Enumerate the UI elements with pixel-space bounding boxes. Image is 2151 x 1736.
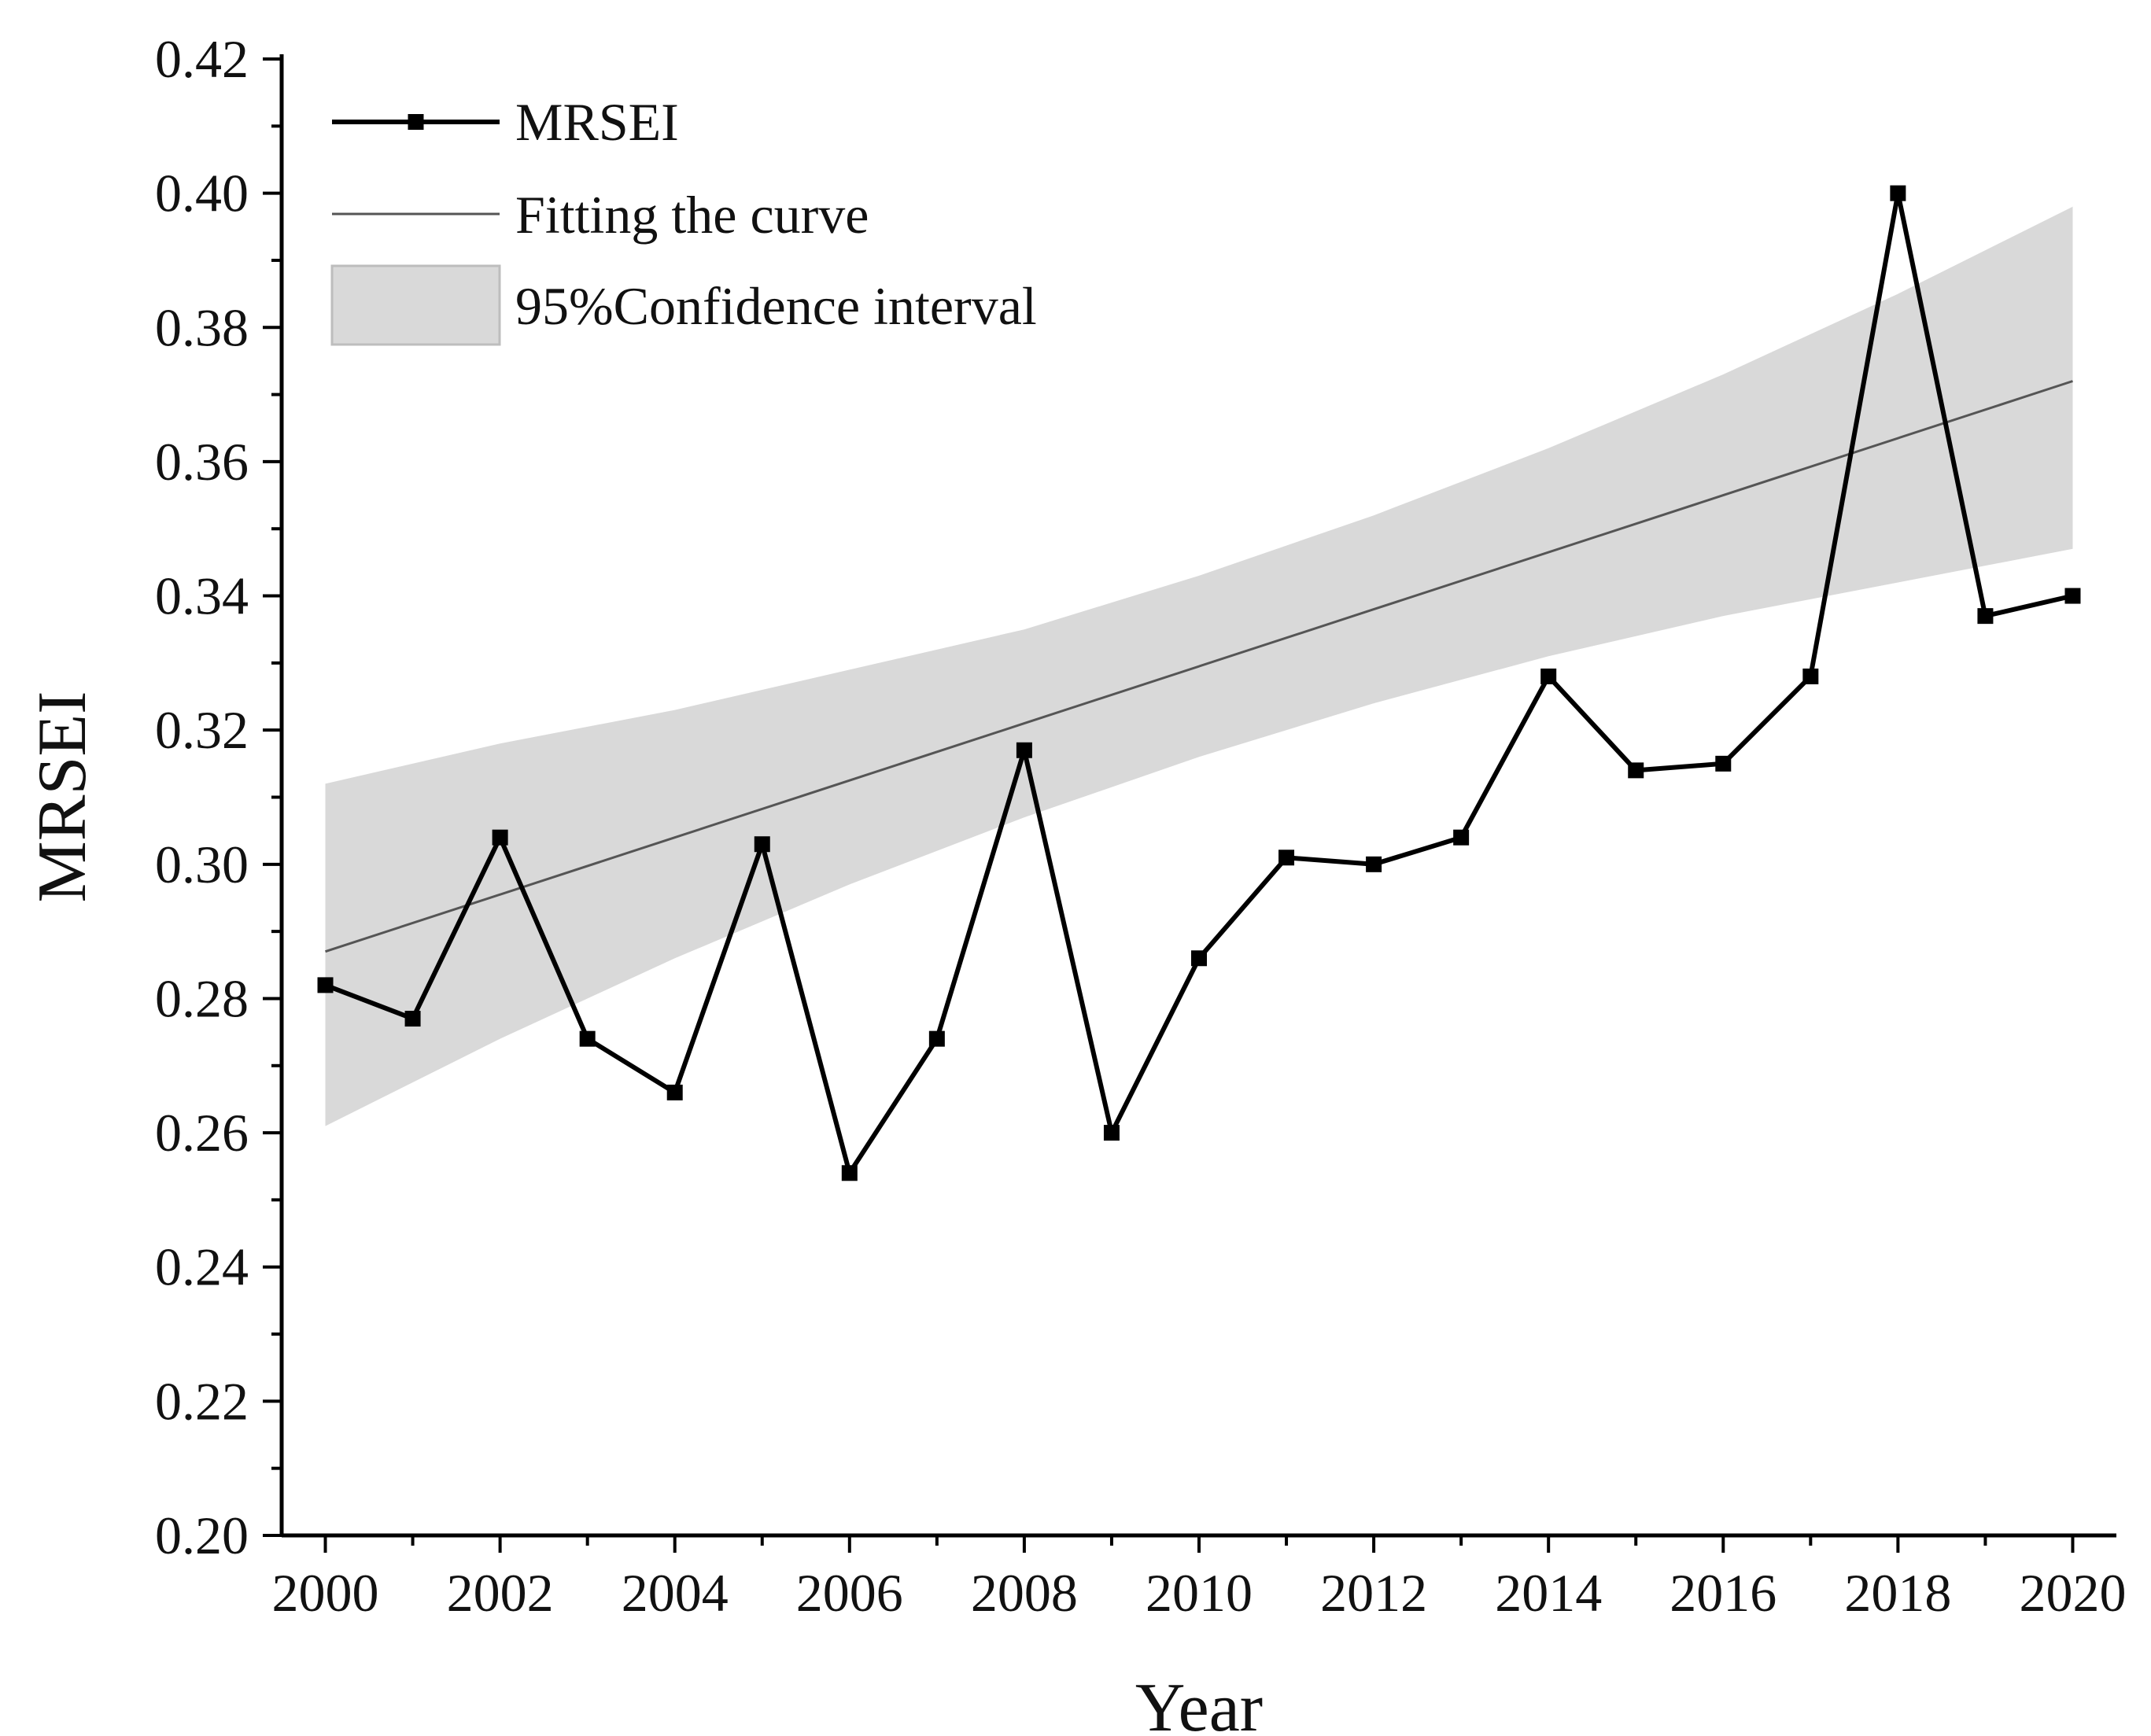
legend-label-band: 95%Confidence interval <box>515 276 1037 336</box>
mrsei-data-point <box>1540 668 1557 684</box>
y-tick-label: 0.40 <box>155 164 249 223</box>
y-tick-label: 0.22 <box>155 1371 249 1431</box>
x-axis-title: Year <box>1135 1670 1263 1736</box>
mrsei-data-point <box>1802 668 1819 684</box>
y-tick-label: 0.26 <box>155 1103 249 1163</box>
y-axis-title: MRSEI <box>24 691 101 903</box>
y-tick-label: 0.20 <box>155 1506 249 1565</box>
x-tick-label: 2018 <box>1844 1563 1951 1623</box>
legend-label-fit: Fitting the curve <box>515 185 869 245</box>
y-tick-label: 0.34 <box>155 566 249 626</box>
x-tick-label: 2002 <box>447 1563 554 1623</box>
mrsei-data-point <box>1453 829 1470 846</box>
y-tick-label: 0.24 <box>155 1237 249 1297</box>
mrsei-data-point <box>754 836 770 853</box>
mrsei-data-point <box>928 1030 945 1047</box>
fit-line-layer <box>325 380 2073 953</box>
mrsei-data-point <box>492 829 508 846</box>
legend-label-mrsei: MRSEI <box>515 92 679 152</box>
mrsei-data-point <box>1103 1125 1120 1141</box>
x-tick-label: 2008 <box>971 1563 1078 1623</box>
y-tick-label: 0.36 <box>155 432 249 492</box>
x-tick-label: 2010 <box>1146 1563 1253 1623</box>
mrsei-data-point <box>1628 762 1644 779</box>
mrsei-data-point <box>1890 185 1906 201</box>
fitting-curve-line <box>325 380 2073 953</box>
x-tick-label: 2012 <box>1320 1563 1427 1623</box>
mrsei-data-point <box>1191 950 1207 967</box>
y-tick-label: 0.32 <box>155 700 249 760</box>
x-tick-label: 2020 <box>2019 1563 2126 1623</box>
mrsei-data-point <box>841 1165 858 1181</box>
legend-mrsei-marker <box>408 114 424 130</box>
x-tick-label: 2016 <box>1670 1563 1777 1623</box>
mrsei-data-point <box>317 977 334 993</box>
legend: MRSEI Fitting the curve 95%Confidence inte… <box>330 92 1037 346</box>
mrsei-data-point <box>404 1011 421 1027</box>
mrsei-data-point <box>2064 588 2081 604</box>
mrsei-data-point <box>1715 755 1732 772</box>
mrsei-data-point <box>666 1084 683 1100</box>
series-layer <box>317 185 2081 1181</box>
mrsei-data-point <box>1366 856 1382 872</box>
y-tick-label: 0.42 <box>155 29 249 89</box>
y-tick-label: 0.28 <box>155 968 249 1028</box>
y-tick-label: 0.38 <box>155 297 249 357</box>
x-tick-label: 2014 <box>1495 1563 1602 1623</box>
mrsei-data-point <box>579 1030 596 1047</box>
axes-layer: 0.20 0.22 0.24 0.26 0.28 0.30 0.32 0.34 0.36 0.38… <box>24 29 2126 1736</box>
y-tick-label: 0.30 <box>155 835 249 894</box>
mrsei-data-point <box>1977 608 1994 625</box>
mrsei-data-point <box>1278 850 1295 866</box>
x-tick-label: 2000 <box>272 1563 379 1623</box>
legend-band-swatch <box>330 264 501 346</box>
x-tick-label: 2004 <box>622 1563 729 1623</box>
mrsei-data-point <box>1016 742 1032 758</box>
x-tick-label: 2006 <box>796 1563 903 1623</box>
